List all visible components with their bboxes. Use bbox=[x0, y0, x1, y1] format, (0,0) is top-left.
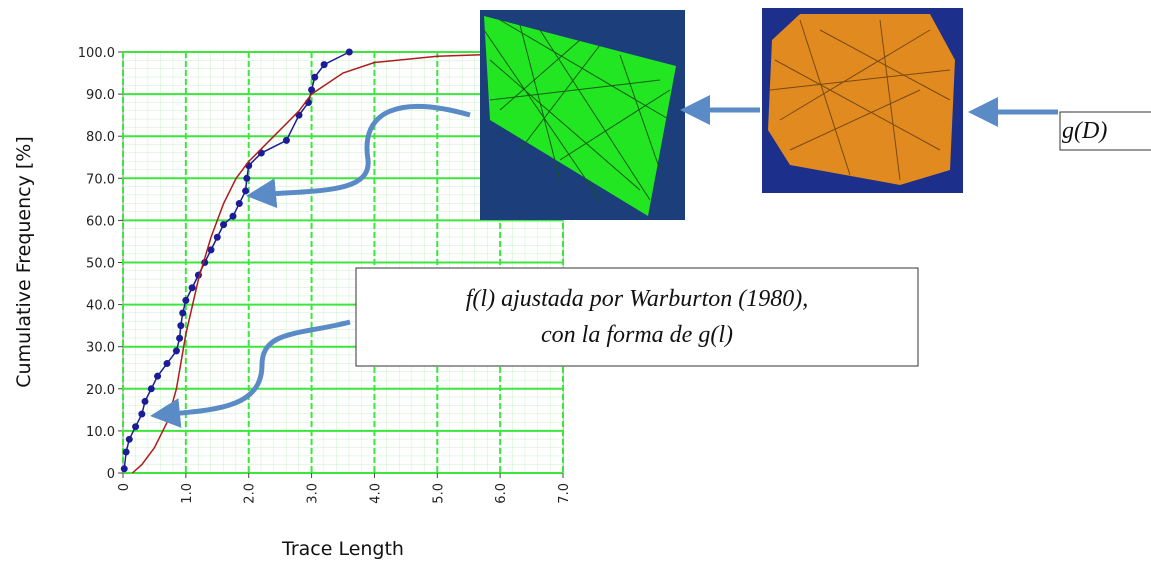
g-box-text: g(D) bbox=[1062, 118, 1107, 144]
fit-box-line: con la forma de g(l) bbox=[541, 322, 733, 348]
point bbox=[320, 61, 328, 69]
point bbox=[243, 174, 251, 182]
x-tick-label: 2.0 bbox=[243, 483, 258, 504]
point bbox=[242, 187, 250, 195]
x-tick-label: 7.0 bbox=[557, 483, 572, 504]
point bbox=[154, 372, 162, 380]
point bbox=[213, 233, 221, 241]
y-tick-label: 30.0 bbox=[86, 341, 115, 356]
point bbox=[177, 322, 185, 330]
x-tick-label: 1.0 bbox=[180, 483, 195, 504]
fracture-cube-image bbox=[762, 8, 963, 193]
y-tick-label: 80.0 bbox=[86, 130, 115, 145]
y-tick-label: 20.0 bbox=[86, 383, 115, 398]
y-axis-label: Cumulative Frequency [%] bbox=[13, 136, 35, 388]
fit-box bbox=[355, 267, 919, 367]
point bbox=[122, 448, 130, 456]
point bbox=[172, 347, 180, 355]
point bbox=[120, 465, 128, 473]
point bbox=[207, 246, 215, 254]
y-tick-label: 0 bbox=[107, 467, 115, 482]
point bbox=[138, 410, 146, 418]
point bbox=[345, 48, 353, 56]
y-tick-label: 60.0 bbox=[86, 214, 115, 229]
point bbox=[188, 284, 196, 292]
point bbox=[179, 309, 187, 317]
x-tick-label: 3.0 bbox=[306, 483, 321, 504]
y-tick-label: 100.0 bbox=[78, 46, 115, 61]
y-tick-label: 70.0 bbox=[86, 172, 115, 187]
point bbox=[235, 200, 243, 208]
x-axis-label: Trace Length bbox=[281, 538, 404, 560]
x-tick-label: 0 bbox=[117, 483, 132, 491]
point bbox=[308, 86, 316, 94]
arrows bbox=[150, 95, 1058, 428]
point bbox=[176, 334, 184, 342]
y-tick-label: 50.0 bbox=[86, 257, 115, 272]
point bbox=[163, 360, 171, 368]
point bbox=[141, 397, 149, 405]
point bbox=[282, 136, 290, 144]
point bbox=[229, 212, 237, 220]
point bbox=[147, 385, 155, 393]
x-tick-label: 4.0 bbox=[368, 483, 383, 504]
x-tick-label: 6.0 bbox=[494, 483, 509, 504]
fit-box-line: f(l) ajustada por Warburton (1980), bbox=[466, 286, 808, 312]
g-box bbox=[1059, 111, 1151, 151]
point bbox=[311, 73, 319, 81]
point bbox=[132, 423, 140, 431]
y-tick-label: 90.0 bbox=[86, 88, 115, 103]
y-tick-label: 10.0 bbox=[86, 425, 115, 440]
x-tick-label: 5.0 bbox=[431, 483, 446, 504]
point bbox=[125, 435, 133, 443]
y-tick-label: 40.0 bbox=[86, 299, 115, 314]
trace-plane-image bbox=[480, 10, 685, 220]
point bbox=[182, 296, 190, 304]
point bbox=[220, 221, 228, 229]
